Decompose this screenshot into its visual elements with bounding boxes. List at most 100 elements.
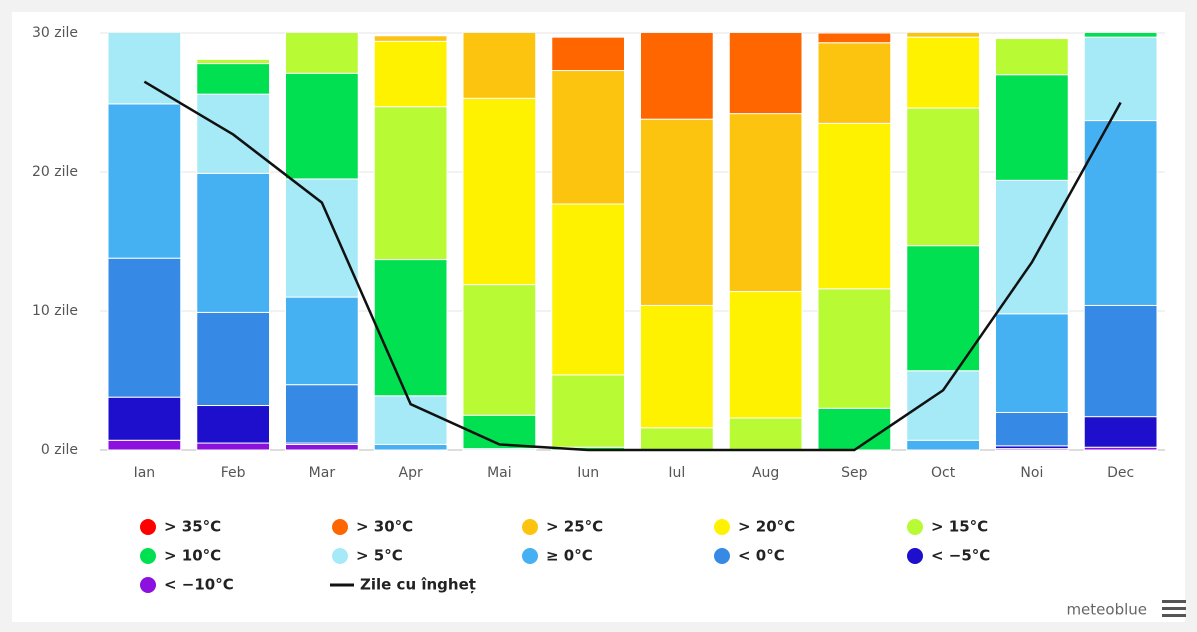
bar-segment [373, 443, 448, 451]
credit: meteoblue [1066, 601, 1147, 619]
bars [107, 33, 1158, 451]
bar-segment [906, 439, 980, 451]
menu-icon[interactable] [1162, 600, 1186, 617]
menu-bar[interactable] [1162, 600, 1186, 603]
bar-segment [640, 427, 714, 451]
bar-segment [817, 407, 892, 451]
bar-segment [906, 245, 980, 372]
y-tick-label: 10 zile [32, 303, 78, 319]
line [143, 80, 1122, 452]
x-tick-label: Dec [1107, 465, 1134, 481]
bar-segment [107, 257, 182, 398]
bar-segment [728, 291, 803, 419]
legend-symbol [907, 519, 923, 535]
bar-segment [462, 97, 537, 286]
bar-segment [995, 411, 1069, 447]
legend-label: > 30°C [356, 518, 413, 536]
bar-segment [196, 311, 270, 407]
bar-segment [462, 284, 537, 416]
bar-segment [107, 33, 182, 105]
bar-segment [107, 396, 182, 441]
bar-segment [1083, 33, 1158, 38]
legend-symbol [907, 548, 923, 564]
bar-segment [196, 405, 270, 444]
legend-symbol [140, 577, 156, 593]
legend-symbol [714, 519, 730, 535]
bar-segment [462, 414, 537, 450]
y-tick-label: 30 zile [32, 25, 78, 41]
bar-segment [196, 58, 270, 65]
bar-segment [1083, 304, 1158, 418]
bar-segment [1083, 36, 1158, 122]
bar-segment [817, 122, 892, 290]
bar-segment [107, 439, 182, 451]
bar-segment [728, 417, 803, 451]
bar-segment [373, 40, 448, 108]
bar-segment [551, 70, 625, 205]
x-tick-label: Oct [931, 465, 956, 481]
bar-segment [640, 304, 714, 429]
legend-label: > 10°C [164, 547, 221, 565]
legend-label: < −5°C [931, 547, 990, 565]
bar-segment [995, 74, 1069, 181]
bar-segment [285, 178, 359, 298]
bar-segment [373, 106, 448, 261]
x-tick-label: Mar [309, 465, 336, 481]
bar-segment [196, 442, 270, 451]
bar-segment [906, 33, 980, 38]
y-tick-label: 0 zile [41, 442, 78, 458]
bar-segment [107, 103, 182, 259]
bar-segment [373, 259, 448, 397]
legend-label: < −10°C [164, 576, 234, 594]
x-tick-label: Aug [752, 465, 779, 481]
bar-segment [285, 384, 359, 444]
x-tick-label: Iun [577, 465, 599, 481]
bar-segment [906, 107, 980, 247]
legend-symbol [714, 548, 730, 564]
bar-segment [817, 288, 892, 409]
bar-segment [285, 296, 359, 386]
bar-segment [817, 42, 892, 124]
overlay: Ian Feb Mar Apr Mai Iun Iul Aug Sep Oct Noi Dec > 35… [134, 80, 1134, 594]
bar-segment [1083, 416, 1158, 448]
x-tick-label: Sep [841, 465, 868, 481]
x-tick-label: Feb [221, 465, 246, 481]
bar-segment [995, 38, 1069, 76]
legend-symbol [522, 519, 538, 535]
legend-symbol [140, 548, 156, 564]
legend-symbol [522, 548, 538, 564]
legend-symbol [140, 519, 156, 535]
bar-segment [551, 203, 625, 376]
bar-segment [906, 36, 980, 109]
bar-segment [728, 113, 803, 293]
bar-segment [196, 172, 270, 313]
bar-segment [640, 118, 714, 306]
y-tick-label: 20 zile [32, 164, 78, 180]
legend-label: Zile cu îngheț [360, 576, 476, 594]
menu-bar[interactable] [1162, 614, 1186, 617]
bar-segment [551, 36, 625, 72]
legend-symbol [332, 519, 348, 535]
bar-segment [906, 370, 980, 441]
legend-label: > 5°C [356, 547, 403, 565]
bar-segment [196, 63, 270, 95]
x-tick-label: Apr [399, 465, 423, 481]
menu-bar[interactable] [1162, 607, 1186, 610]
legend-label: > 25°C [546, 518, 603, 536]
legend-label: ≥ 0°C [546, 547, 593, 565]
x-tick-label: Iul [668, 465, 685, 481]
bar-segment [640, 33, 714, 120]
bar-segment [1083, 120, 1158, 306]
legend-symbol [332, 548, 348, 564]
bar-segment [995, 313, 1069, 413]
bar-segment [285, 33, 359, 74]
bar-segment [285, 72, 359, 180]
bar-segment [995, 179, 1069, 315]
bar-segment [728, 33, 803, 115]
x-tick-label: Noi [1020, 465, 1043, 481]
bar-segment [462, 33, 537, 99]
legend-label: > 20°C [738, 518, 795, 536]
bar-segment [817, 33, 892, 44]
legend-label: > 35°C [164, 518, 221, 536]
